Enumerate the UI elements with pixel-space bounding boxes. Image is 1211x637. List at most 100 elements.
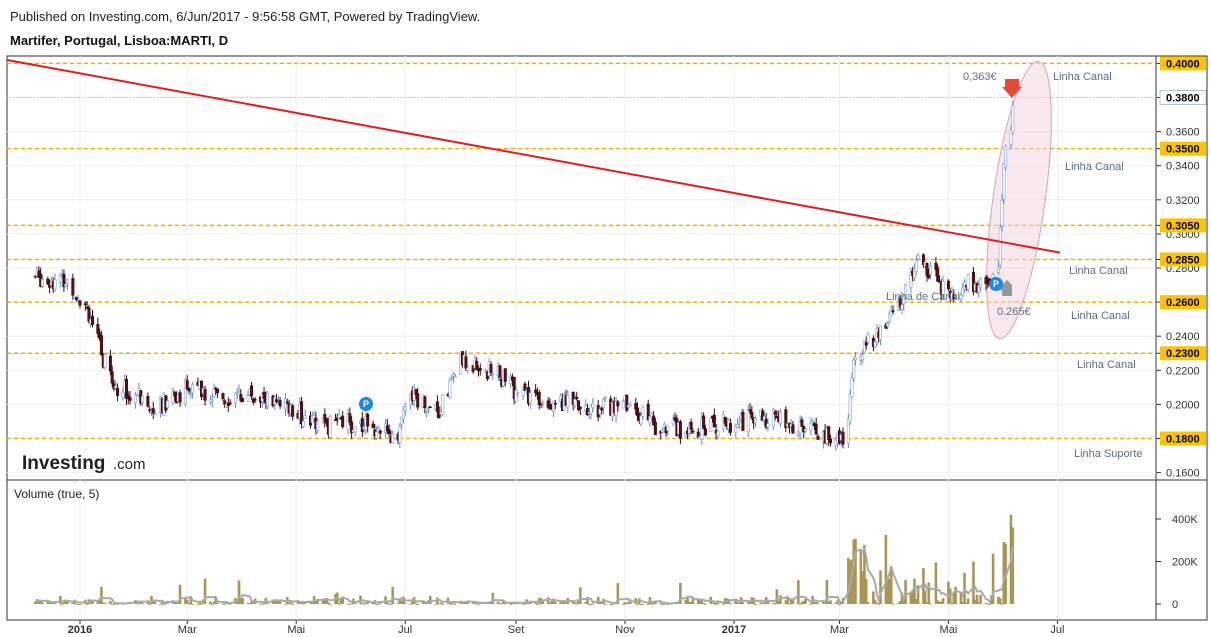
candle-body bbox=[116, 388, 120, 396]
volume-bar bbox=[702, 602, 705, 604]
candle-body bbox=[709, 417, 713, 433]
volume-bar bbox=[813, 602, 816, 604]
volume-bar bbox=[259, 603, 262, 605]
volume-bar bbox=[889, 568, 893, 604]
volume-bar bbox=[884, 534, 888, 604]
candle-body bbox=[153, 413, 157, 416]
price-tick-label: 0.3600 bbox=[1166, 127, 1200, 139]
candle-body bbox=[121, 391, 125, 398]
candle-body bbox=[441, 394, 445, 416]
volume-bar bbox=[571, 601, 575, 604]
volume-bar bbox=[41, 602, 44, 604]
volume-bar bbox=[184, 598, 187, 604]
candle-body bbox=[873, 341, 877, 348]
volume-bar bbox=[350, 603, 353, 605]
candle-body bbox=[966, 274, 970, 290]
volume-bar bbox=[402, 597, 405, 604]
volume-bar bbox=[441, 603, 445, 605]
volume-bar bbox=[788, 603, 791, 605]
candle-body bbox=[246, 395, 250, 402]
candle-body bbox=[689, 421, 693, 430]
candle-body bbox=[761, 410, 765, 421]
volume-bar bbox=[759, 602, 763, 604]
volume-bar bbox=[814, 601, 818, 604]
price-tick-label: 0.2400 bbox=[1166, 331, 1200, 343]
candle-body bbox=[850, 377, 854, 398]
candle-body bbox=[589, 405, 593, 414]
volume-bar bbox=[587, 603, 591, 605]
volume-bar bbox=[98, 598, 101, 604]
candle-body bbox=[312, 415, 316, 419]
candle-body bbox=[521, 386, 525, 396]
volume-bar bbox=[237, 580, 241, 604]
volume-bar bbox=[66, 601, 69, 604]
candle-body bbox=[636, 407, 640, 417]
candle-body bbox=[753, 417, 757, 424]
volume-bar bbox=[736, 602, 739, 604]
volume-bar bbox=[863, 545, 866, 604]
candle-body bbox=[909, 272, 913, 288]
candle-body bbox=[183, 379, 187, 405]
candle-body bbox=[602, 399, 606, 408]
price-tick-label: 0.4000 bbox=[1166, 58, 1200, 70]
volume-bar bbox=[339, 598, 343, 604]
volume-bar bbox=[1011, 527, 1015, 604]
volume-bar bbox=[809, 603, 813, 605]
volume-bar bbox=[689, 602, 693, 604]
volume-bar bbox=[775, 589, 779, 604]
volume-bar bbox=[216, 602, 219, 604]
candle-body bbox=[954, 295, 958, 297]
price-tick-label: 0.1600 bbox=[1166, 468, 1200, 480]
candle-body bbox=[800, 419, 804, 427]
candle-body bbox=[216, 388, 220, 393]
candle-body bbox=[927, 272, 931, 278]
volume-bar bbox=[700, 599, 704, 604]
channel-line-label: Linha Suporte bbox=[1074, 448, 1143, 460]
candle-body bbox=[937, 280, 941, 283]
volume-bar bbox=[421, 602, 425, 604]
volume-bar bbox=[512, 603, 516, 605]
volume-bar bbox=[847, 557, 850, 604]
candle-body bbox=[428, 406, 432, 409]
volume-axis: 0 200K 400K bbox=[1156, 514, 1198, 611]
candle-body bbox=[341, 415, 345, 428]
volume-bar bbox=[954, 586, 957, 604]
volume-bar bbox=[414, 603, 418, 605]
level-price-box bbox=[1160, 346, 1206, 361]
candle-body bbox=[398, 425, 402, 444]
level-price-box bbox=[1160, 295, 1206, 310]
candle-body bbox=[886, 323, 890, 327]
volume-bar bbox=[822, 601, 825, 604]
volume-bar bbox=[337, 603, 341, 605]
candle-body bbox=[791, 424, 795, 434]
candle-body bbox=[600, 407, 604, 411]
volume-bar bbox=[210, 603, 214, 605]
candle-body bbox=[809, 422, 813, 431]
volume-bar bbox=[964, 602, 968, 604]
volume-bar bbox=[212, 601, 216, 604]
candle-body bbox=[1009, 129, 1013, 145]
candle-body bbox=[110, 371, 114, 384]
candle-body bbox=[816, 435, 820, 440]
volume-bar bbox=[904, 579, 907, 604]
volume-bar bbox=[688, 601, 691, 604]
candle-body bbox=[166, 400, 170, 408]
volume-bar bbox=[273, 600, 277, 604]
volume-bar bbox=[223, 603, 227, 605]
candle-body bbox=[348, 413, 352, 423]
volume-bar bbox=[816, 603, 820, 605]
candle-body bbox=[996, 266, 1000, 273]
volume-bar bbox=[250, 601, 253, 604]
volume-bar bbox=[679, 582, 682, 604]
candle-body bbox=[146, 396, 150, 407]
volume-bar bbox=[997, 596, 1000, 604]
candle-body bbox=[696, 431, 700, 438]
volume-ma-line bbox=[34, 546, 1014, 605]
candle-body bbox=[861, 354, 865, 360]
candle-body bbox=[585, 408, 589, 415]
candle-body bbox=[573, 399, 577, 406]
volume-bar bbox=[241, 597, 244, 604]
volume-bar bbox=[625, 603, 629, 605]
volume-bar bbox=[650, 603, 654, 605]
candle-body bbox=[712, 414, 716, 428]
